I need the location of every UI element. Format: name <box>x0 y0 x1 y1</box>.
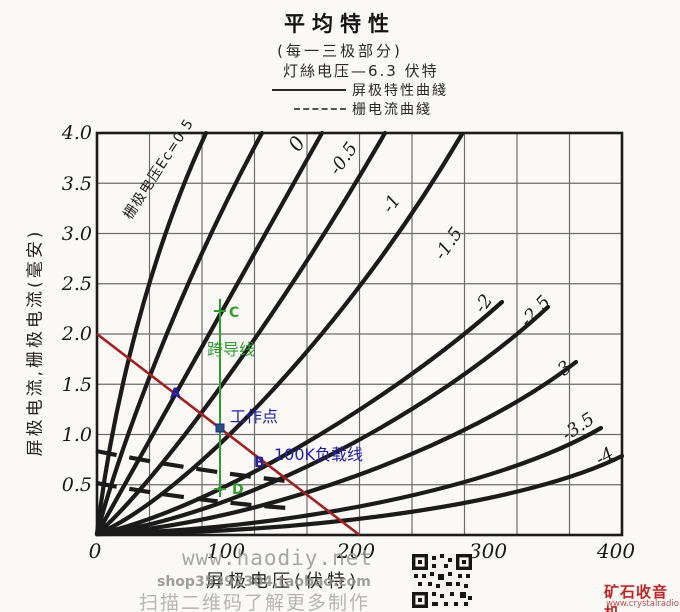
x-tick-label: 0 <box>88 539 102 563</box>
plate-curve-ec-0.5 <box>94 130 325 537</box>
plate-curve-ec-3 <box>94 359 579 537</box>
plate-curve-ec0 <box>94 130 265 537</box>
x-tick-label: 200 <box>336 539 376 563</box>
y-tick-label: 1.5 <box>61 374 92 396</box>
y-tick-label: 1.0 <box>61 424 92 446</box>
x-tick-label: 400 <box>596 539 636 563</box>
plate-curve-ec-4 <box>94 453 625 537</box>
filament-voltage-note: 灯絲电压—6.3 伏特 <box>283 62 439 80</box>
transconductance-line-label: 跨导线 <box>207 340 256 359</box>
load-line <box>96 332 361 537</box>
plate-curve-ec-2.5 <box>94 304 551 537</box>
legend-dashed-label: 栅电流曲綫 <box>352 102 432 118</box>
watermark-scan-hint: 扫描二维码了解更多制作 <box>139 592 371 612</box>
solid-line-sample <box>272 89 346 91</box>
legend-row-dashed: 栅电流曲綫 <box>294 99 432 119</box>
point-c-label: C <box>229 305 240 321</box>
operating-point-marker <box>215 423 225 433</box>
y-tick-label: 3.0 <box>61 223 92 245</box>
plate-curve-ec-3.5 <box>94 425 604 537</box>
legend-solid-label: 屏极特性曲綫 <box>352 83 448 99</box>
plate-curve-ec+0.5 <box>94 130 209 537</box>
x-tick-label: 300 <box>468 539 508 563</box>
qr-code <box>412 554 472 608</box>
site-logo-url: www.crystalradio.cn <box>606 599 680 609</box>
point-d-label: D <box>232 482 244 498</box>
y-tick-label: 0.5 <box>61 474 92 496</box>
grid-current-curve-2 <box>95 480 288 511</box>
x-tick-label: 100 <box>206 539 246 563</box>
operating-point-label: 工作点 <box>230 407 279 426</box>
grid-current-curve-1 <box>95 448 297 485</box>
site-logo-text: 矿石收音机 <box>604 583 669 612</box>
point-a-label: A <box>170 386 181 402</box>
y-tick-label: 3.5 <box>61 173 92 195</box>
y-tick-label: 2.5 <box>61 273 92 295</box>
plate-curve-ec-1.5 <box>94 131 465 537</box>
point-b-label: B <box>254 455 265 471</box>
load-line-label: 100K负载线 <box>274 445 364 464</box>
watermark-shop: shop35392304.taobao.com <box>157 574 371 590</box>
watermark-site: www.haodiy.net <box>182 546 374 570</box>
plate-curve-ec-1 <box>94 130 388 537</box>
x-axis-title: 屏极电压(伏特) <box>206 571 361 592</box>
legend-row-solid: 屏极特性曲綫 <box>272 80 448 100</box>
plate-curve-ec-2 <box>94 299 505 537</box>
page-title: 平均特性 <box>284 12 396 36</box>
dashed-line-sample <box>294 108 346 110</box>
y-tick-label: 2.0 <box>61 323 92 345</box>
page-subtitle: (每一三极部分) <box>277 42 403 60</box>
y-tick-label: 4.0 <box>61 122 92 144</box>
